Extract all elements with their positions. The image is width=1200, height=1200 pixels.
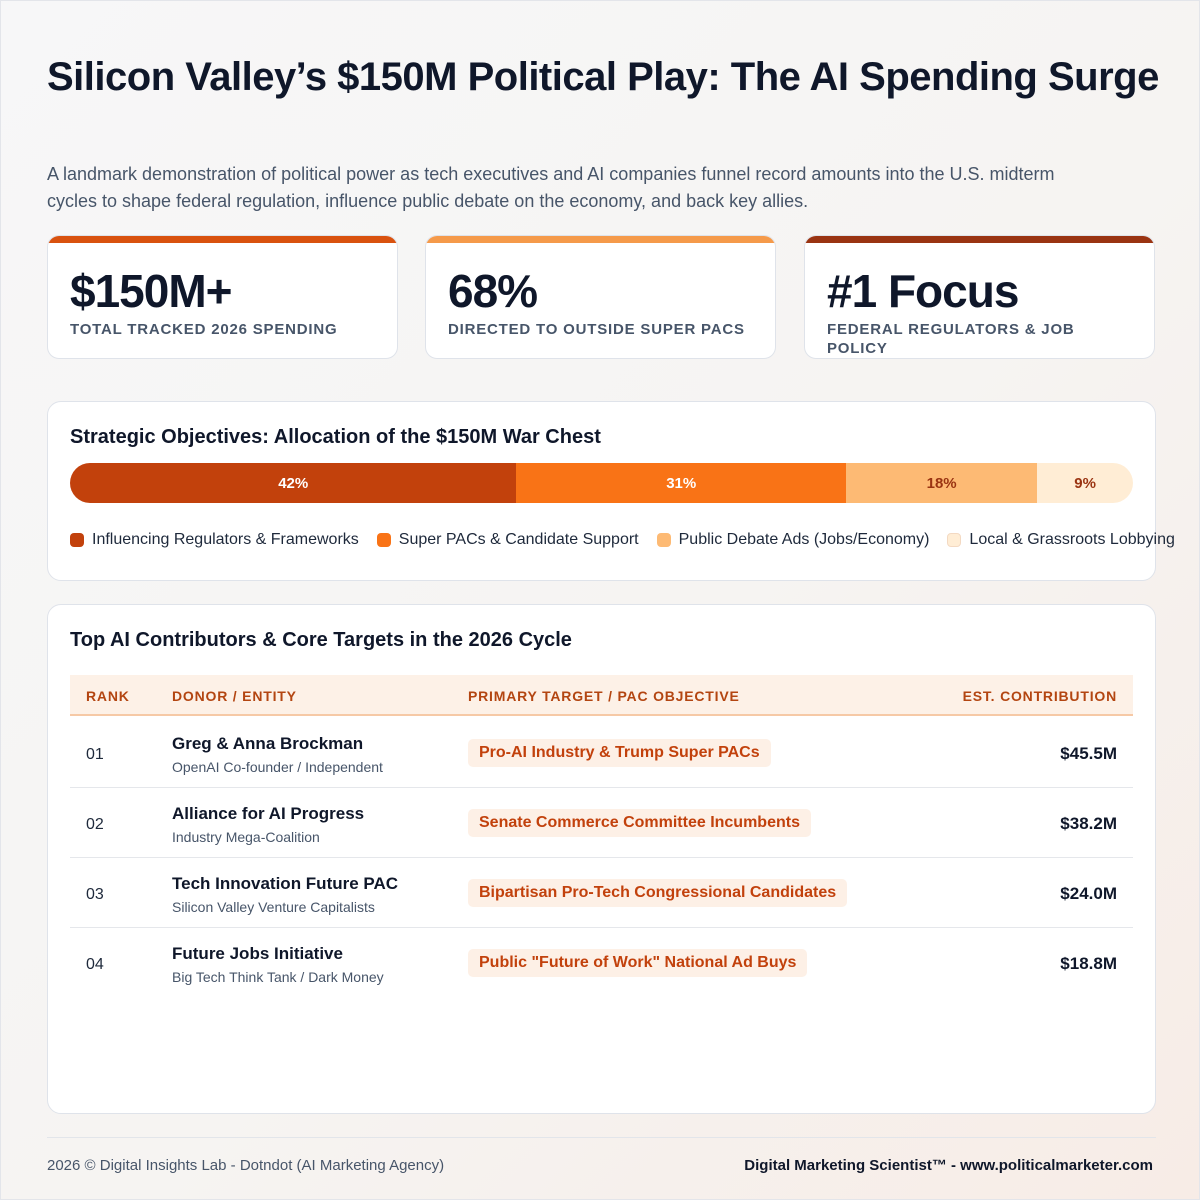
contribution-amount: $24.0M bbox=[1060, 884, 1117, 903]
stat-value: #1 Focus bbox=[827, 265, 1019, 317]
legend-item: Local & Grassroots Lobbying bbox=[947, 531, 1175, 549]
rank-cell: 01 bbox=[86, 746, 104, 763]
donor-name: Greg & Anna Brockman bbox=[172, 734, 364, 753]
stat-card-accent-bar bbox=[805, 236, 1154, 243]
table-row: 04 Future Jobs Initiative Big Tech Think… bbox=[70, 928, 1133, 998]
stat-label: FEDERAL REGULATORS & JOB POLICY bbox=[827, 321, 1075, 357]
donor-description: Big Tech Think Tank / Dark Money bbox=[172, 969, 384, 985]
donor-description: Silicon Valley Venture Capitalists bbox=[172, 899, 375, 915]
target-badge: Public "Future of Work" National Ad Buys bbox=[468, 949, 808, 977]
allocation-panel: Strategic Objectives: Allocation of the … bbox=[47, 401, 1175, 581]
donor-name: Future Jobs Initiative bbox=[172, 944, 343, 963]
legend-label: Super PACs & Candidate Support bbox=[398, 531, 639, 548]
contribution-amount: $45.5M bbox=[1060, 744, 1117, 763]
table-row: 03 Tech Innovation Future PAC Silicon Va… bbox=[70, 858, 1133, 928]
stat-label: DIRECTED TO OUTSIDE SUPER PACS bbox=[448, 321, 745, 338]
donor-description: Industry Mega-Coalition bbox=[172, 829, 320, 845]
page-subtitle: A landmark demonstration of political po… bbox=[47, 164, 1055, 211]
footer-copyright: 2026 © Digital Insights Lab - Dotndot (A… bbox=[47, 1157, 445, 1174]
allocation-segment: 18% bbox=[845, 463, 1038, 503]
rank-cell: 03 bbox=[86, 886, 104, 903]
donor-name: Alliance for AI Progress bbox=[172, 804, 365, 823]
allocation-segment-label: 9% bbox=[1074, 474, 1096, 492]
legend-label: Influencing Regulators & Frameworks bbox=[92, 531, 359, 548]
stat-card-accent-bar bbox=[426, 236, 775, 243]
target-badge: Pro-AI Industry & Trump Super PACs bbox=[468, 739, 771, 767]
legend-item: Influencing Regulators & Frameworks bbox=[70, 531, 359, 549]
column-header-contribution: EST. CONTRIBUTION bbox=[962, 688, 1117, 704]
legend-swatch bbox=[947, 533, 962, 547]
contribution-amount: $18.8M bbox=[1060, 954, 1117, 973]
stat-card-focus: #1 Focus FEDERAL REGULATORS & JOB POLICY bbox=[804, 235, 1155, 359]
column-header-donor: DONOR / ENTITY bbox=[172, 688, 297, 704]
allocation-segment-label: 42% bbox=[278, 474, 309, 492]
allocation-legend: Influencing Regulators & Frameworks Super… bbox=[70, 531, 1175, 549]
column-header-target: PRIMARY TARGET / PAC OBJECTIVE bbox=[468, 688, 740, 704]
allocation-segment-label: 18% bbox=[926, 474, 957, 492]
allocation-segment: 31% bbox=[516, 463, 846, 503]
legend-label: Public Debate Ads (Jobs/Economy) bbox=[678, 531, 930, 548]
contributors-panel: Top AI Contributors & Core Targets in th… bbox=[47, 604, 1156, 1114]
stat-card-super-pacs: 68% DIRECTED TO OUTSIDE SUPER PACS bbox=[425, 235, 776, 359]
stat-value: $150M+ bbox=[70, 265, 233, 317]
page-title: Silicon Valley’s $150M Political Play: T… bbox=[47, 55, 1159, 99]
column-header-rank: RANK bbox=[86, 688, 130, 704]
table-row: 01 Greg & Anna Brockman OpenAI Co-founde… bbox=[70, 718, 1133, 788]
legend-swatch bbox=[656, 533, 671, 547]
footer-divider bbox=[47, 1137, 1156, 1138]
stat-card-accent-bar bbox=[48, 236, 397, 243]
donor-name: Tech Innovation Future PAC bbox=[172, 874, 399, 893]
target-badge: Bipartisan Pro-Tech Congressional Candid… bbox=[468, 879, 848, 907]
legend-item: Super PACs & Candidate Support bbox=[376, 531, 639, 549]
footer-credit: Digital Marketing Scientist™ - www.polit… bbox=[744, 1157, 1153, 1174]
allocation-stacked-bar: 42% 31% 18% 9% bbox=[70, 463, 1133, 503]
legend-swatch bbox=[376, 533, 391, 547]
target-badge: Senate Commerce Committee Incumbents bbox=[468, 809, 811, 837]
table-header: RANK DONOR / ENTITY PRIMARY TARGET / PAC… bbox=[70, 675, 1133, 716]
rank-cell: 04 bbox=[86, 956, 104, 973]
allocation-segment: 9% bbox=[1037, 463, 1133, 503]
table-row: 02 Alliance for AI Progress Industry Meg… bbox=[70, 788, 1133, 858]
legend-item: Public Debate Ads (Jobs/Economy) bbox=[656, 531, 930, 549]
contribution-amount: $38.2M bbox=[1060, 814, 1117, 833]
legend-swatch bbox=[70, 533, 84, 547]
allocation-segment-label: 31% bbox=[666, 474, 697, 492]
legend-label: Local & Grassroots Lobbying bbox=[969, 531, 1175, 548]
donor-description: OpenAI Co-founder / Independent bbox=[172, 759, 383, 775]
stat-label: TOTAL TRACKED 2026 SPENDING bbox=[70, 321, 338, 338]
stat-value: 68% bbox=[448, 265, 538, 317]
stat-card-total-spending: $150M+ TOTAL TRACKED 2026 SPENDING bbox=[47, 235, 398, 359]
allocation-title: Strategic Objectives: Allocation of the … bbox=[70, 426, 601, 448]
allocation-segment: 42% bbox=[70, 463, 517, 503]
contributors-title: Top AI Contributors & Core Targets in th… bbox=[70, 629, 572, 651]
rank-cell: 02 bbox=[86, 816, 104, 833]
